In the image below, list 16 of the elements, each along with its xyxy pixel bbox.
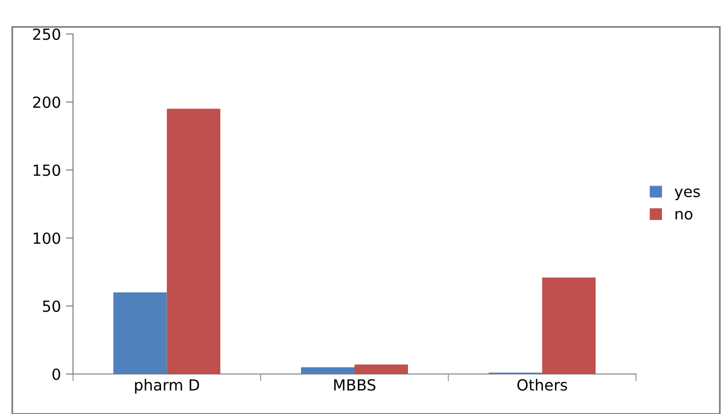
x-tick-label: Others	[517, 378, 568, 391]
y-tick-label: 150	[34, 164, 60, 176]
x-tick-label: pharm D	[135, 378, 200, 394]
y-tick-label: 50	[42, 300, 60, 312]
y-tick-label: 250	[33, 28, 60, 40]
bar	[113, 292, 167, 374]
x-tick-label: MBBS	[334, 379, 376, 391]
legend-label: yes	[674, 188, 700, 200]
y-tick-label: 200	[33, 96, 60, 108]
bar	[542, 277, 596, 374]
bar	[301, 367, 354, 374]
bar	[166, 108, 220, 374]
y-tick-label: 100	[34, 232, 60, 244]
legend-label: no	[676, 210, 692, 220]
bar	[354, 364, 408, 374]
y-tick-label: 0	[52, 368, 60, 380]
